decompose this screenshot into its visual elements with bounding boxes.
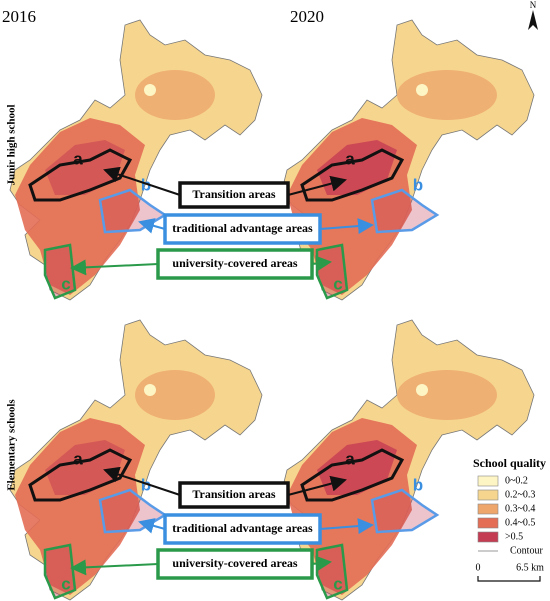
legend-swatch	[477, 517, 499, 529]
region-label: c	[61, 574, 70, 593]
year-label: 2016	[2, 7, 36, 26]
region-label: b	[141, 475, 151, 494]
legend-title: School quality	[473, 456, 546, 470]
callout-arrow	[311, 255, 332, 272]
row-label: Elementary schools	[6, 399, 18, 491]
callout-arrow	[70, 259, 159, 276]
callout-arrow	[138, 218, 166, 234]
callout-text: traditional advantage areas	[172, 221, 313, 235]
zone	[144, 84, 156, 96]
row-label: Junir high school	[6, 104, 18, 185]
callout-box	[163, 513, 322, 545]
legend-label: 0~0.2	[505, 475, 528, 486]
region-label: b	[413, 175, 423, 194]
callout-text: traditional advantage areas	[172, 521, 313, 535]
region-a	[300, 148, 405, 202]
callout-arrow	[287, 175, 347, 196]
zone	[416, 84, 428, 96]
region-label: c	[333, 574, 342, 593]
callout-text: university-covered areas	[172, 556, 298, 570]
region-b	[370, 488, 440, 534]
callout-arrow	[319, 218, 374, 235]
region-label: c	[333, 274, 342, 293]
zone	[416, 384, 428, 396]
legend-swatch	[477, 531, 499, 543]
north-arrow	[528, 10, 538, 30]
region-label: c	[61, 274, 70, 293]
callout-arrow	[319, 518, 374, 535]
zone	[397, 70, 497, 120]
map-panel	[9, 19, 263, 301]
zone	[135, 70, 215, 120]
legend-label: >0.5	[505, 531, 523, 542]
scale-label: 0	[476, 562, 481, 573]
callout-text: Transition areas	[192, 187, 276, 201]
region-c	[43, 543, 77, 600]
legend-label: Contour	[510, 545, 543, 556]
map-panel	[281, 19, 535, 301]
callout-text: Transition areas	[192, 487, 276, 501]
region-label: b	[413, 475, 423, 494]
region-b	[370, 188, 440, 234]
year-label: 2020	[290, 7, 324, 26]
legend-label: 0.3~0.4	[505, 503, 535, 514]
region-label: a	[345, 449, 355, 468]
callout-box	[178, 481, 290, 509]
callout-text: university-covered areas	[172, 256, 298, 270]
region-a	[300, 448, 405, 502]
map-panel	[281, 319, 535, 601]
legend-swatch	[477, 503, 499, 515]
north-label: N	[530, 0, 537, 10]
region-a	[28, 148, 133, 202]
scale-bar	[477, 576, 541, 582]
region-label: a	[73, 449, 83, 468]
zone	[397, 370, 497, 420]
region-c	[43, 243, 77, 300]
legend-label: 0.2~0.3	[505, 489, 535, 500]
callout-arrow	[103, 166, 181, 196]
callout-arrow	[103, 466, 181, 496]
region-label: a	[345, 149, 355, 168]
callout-box	[156, 548, 314, 580]
map-panel	[9, 319, 263, 601]
scale-label: 6.5 km	[516, 562, 544, 573]
callout-arrow	[70, 559, 159, 576]
region-label: b	[141, 175, 151, 194]
region-a	[28, 448, 133, 502]
callout-arrow	[138, 518, 166, 534]
callout-arrow	[311, 555, 332, 572]
legend-swatch	[477, 489, 499, 501]
zone	[144, 384, 156, 396]
legend-label: 0.4~0.5	[505, 517, 535, 528]
region-label: a	[73, 149, 83, 168]
callout-box	[156, 248, 314, 280]
callout-box	[163, 213, 322, 245]
zone	[135, 370, 215, 420]
callout-box	[178, 181, 290, 209]
legend-swatch	[477, 475, 499, 487]
callout-arrow	[287, 475, 347, 496]
